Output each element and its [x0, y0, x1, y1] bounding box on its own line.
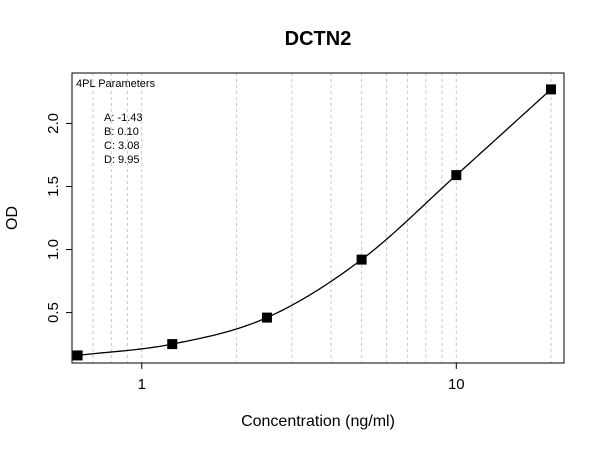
- x-axis: 1 10: [138, 363, 465, 393]
- data-point: [261, 312, 272, 323]
- data-point: [167, 339, 178, 350]
- legend-entry-c: C: 3.08: [104, 140, 139, 152]
- legend: 4PL Parameters A: -1.43 B: 0.10 C: 3.08 …: [76, 78, 156, 166]
- y-tick-label: 1.5: [45, 176, 62, 197]
- y-axis: 0.5 1.0 1.5 2.0: [45, 113, 72, 323]
- legend-entry-d: D: 9.95: [104, 154, 139, 166]
- data-point: [72, 350, 83, 361]
- legend-title: 4PL Parameters: [76, 78, 156, 90]
- legend-entry-a: A: -1.43: [104, 112, 143, 124]
- legend-entry-b: B: 0.10: [104, 126, 139, 138]
- y-tick-label: 0.5: [45, 302, 62, 323]
- chart-title: DCTN2: [285, 28, 352, 50]
- x-tick-label: 1: [138, 376, 146, 393]
- y-axis-label: OD: [4, 206, 21, 230]
- plot-frame: [71, 72, 565, 364]
- y-tick-label: 2.0: [45, 113, 62, 134]
- data-points: [72, 84, 556, 361]
- y-tick-label: 1.0: [45, 239, 62, 260]
- data-point: [545, 84, 556, 95]
- fit-curve: [77, 88, 552, 357]
- data-point: [451, 170, 462, 181]
- x-axis-label: Concentration (ng/ml): [241, 413, 395, 430]
- data-point: [356, 254, 367, 265]
- x-tick-label: 10: [448, 376, 465, 393]
- grid-lines: [71, 73, 552, 363]
